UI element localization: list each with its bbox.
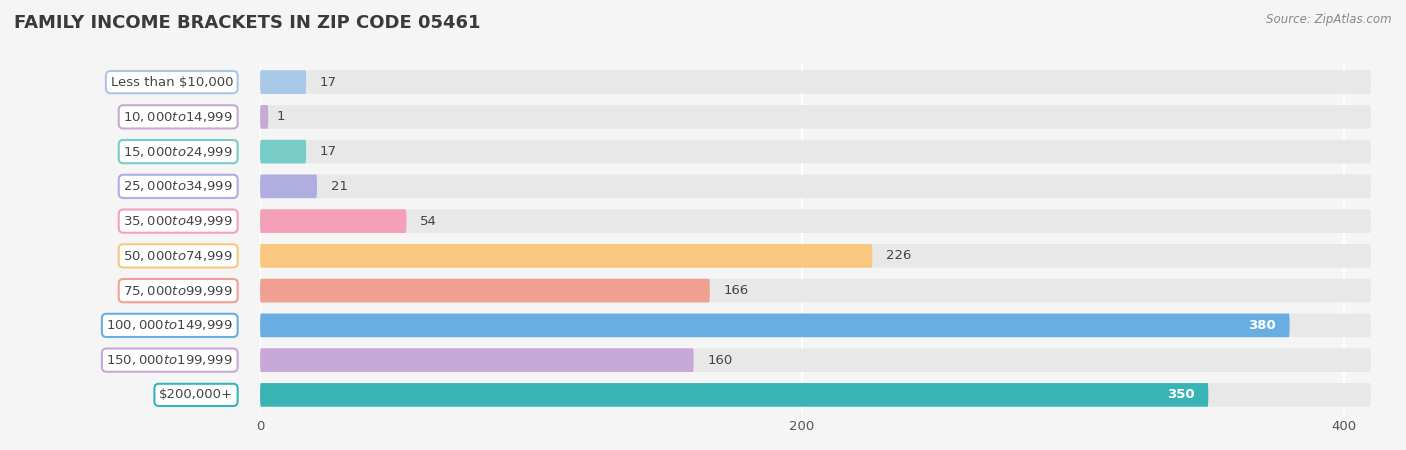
FancyBboxPatch shape bbox=[260, 244, 1371, 268]
Text: $25,000 to $34,999: $25,000 to $34,999 bbox=[124, 180, 233, 194]
FancyBboxPatch shape bbox=[260, 383, 1371, 407]
Text: Less than $10,000: Less than $10,000 bbox=[111, 76, 233, 89]
Text: 1: 1 bbox=[277, 110, 285, 123]
FancyBboxPatch shape bbox=[260, 279, 1371, 302]
Text: 166: 166 bbox=[723, 284, 748, 297]
Text: $35,000 to $49,999: $35,000 to $49,999 bbox=[124, 214, 233, 228]
FancyBboxPatch shape bbox=[260, 244, 872, 268]
Text: 350: 350 bbox=[1167, 388, 1195, 401]
FancyBboxPatch shape bbox=[260, 383, 1208, 407]
FancyBboxPatch shape bbox=[260, 70, 307, 94]
Text: 160: 160 bbox=[707, 354, 733, 367]
FancyBboxPatch shape bbox=[260, 70, 1371, 94]
FancyBboxPatch shape bbox=[260, 140, 307, 163]
FancyBboxPatch shape bbox=[260, 105, 1371, 129]
FancyBboxPatch shape bbox=[260, 140, 1371, 163]
Text: $100,000 to $149,999: $100,000 to $149,999 bbox=[107, 319, 233, 333]
FancyBboxPatch shape bbox=[260, 348, 693, 372]
Text: 54: 54 bbox=[420, 215, 437, 228]
Text: $75,000 to $99,999: $75,000 to $99,999 bbox=[124, 284, 233, 297]
FancyBboxPatch shape bbox=[260, 209, 406, 233]
Text: $150,000 to $199,999: $150,000 to $199,999 bbox=[107, 353, 233, 367]
Text: 21: 21 bbox=[330, 180, 347, 193]
FancyBboxPatch shape bbox=[260, 279, 710, 302]
FancyBboxPatch shape bbox=[260, 314, 1289, 337]
Text: 226: 226 bbox=[886, 249, 911, 262]
FancyBboxPatch shape bbox=[260, 175, 316, 198]
FancyBboxPatch shape bbox=[260, 314, 1371, 337]
Text: FAMILY INCOME BRACKETS IN ZIP CODE 05461: FAMILY INCOME BRACKETS IN ZIP CODE 05461 bbox=[14, 14, 481, 32]
Text: $200,000+: $200,000+ bbox=[159, 388, 233, 401]
FancyBboxPatch shape bbox=[260, 105, 269, 129]
FancyBboxPatch shape bbox=[260, 175, 1371, 198]
Text: $15,000 to $24,999: $15,000 to $24,999 bbox=[124, 144, 233, 158]
Text: 380: 380 bbox=[1249, 319, 1277, 332]
Text: 17: 17 bbox=[319, 76, 336, 89]
FancyBboxPatch shape bbox=[260, 209, 1371, 233]
Text: $50,000 to $74,999: $50,000 to $74,999 bbox=[124, 249, 233, 263]
FancyBboxPatch shape bbox=[260, 348, 1371, 372]
Text: 17: 17 bbox=[319, 145, 336, 158]
Text: $10,000 to $14,999: $10,000 to $14,999 bbox=[124, 110, 233, 124]
Text: Source: ZipAtlas.com: Source: ZipAtlas.com bbox=[1267, 14, 1392, 27]
